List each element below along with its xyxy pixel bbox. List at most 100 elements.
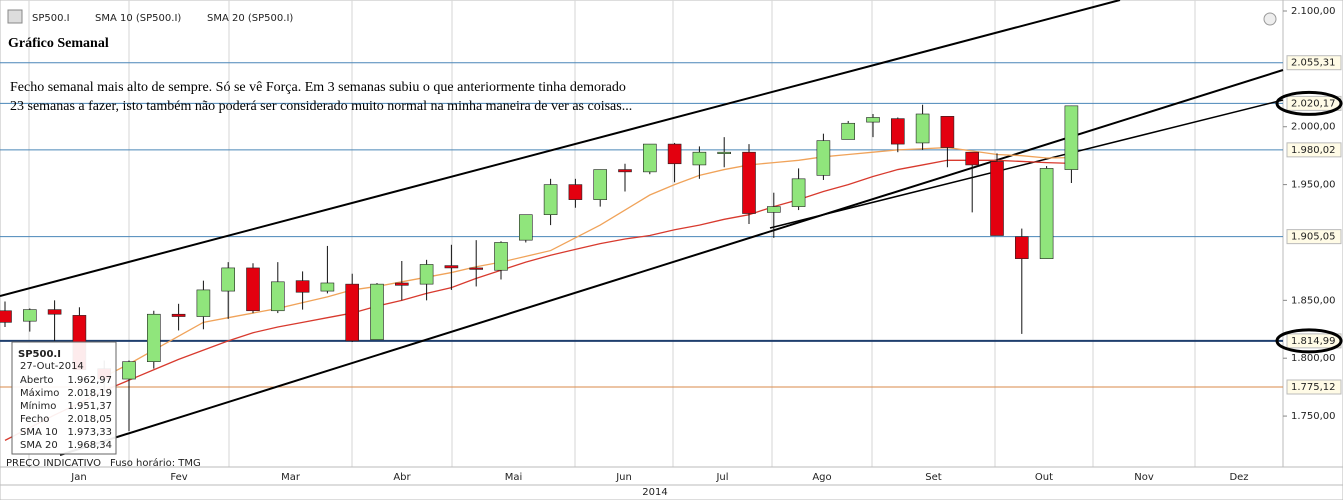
tooltip-value: 2.018,05 [67, 414, 112, 425]
y-tick-label: 1.800,00 [1291, 353, 1336, 364]
candle-body [270, 281, 285, 312]
candle-body [816, 140, 831, 176]
candle-body [742, 151, 756, 214]
x-tick-label: Mai [505, 472, 523, 483]
footer-note: PREÇO INDICATIVO [6, 458, 101, 469]
tooltip-title: SP500.I [18, 349, 61, 360]
candle-body [469, 267, 484, 270]
candle-body [320, 282, 335, 292]
candle-body [890, 118, 905, 145]
y-tick-label: 1.750,00 [1291, 411, 1336, 422]
tooltip-value: 2.018,19 [67, 388, 112, 399]
tooltip-date: 27-Out-2014 [20, 361, 84, 372]
tooltip-label: Aberto [20, 375, 54, 386]
y-tick-label: 1.850,00 [1291, 295, 1336, 306]
candle-body [940, 116, 955, 148]
level-label: 1.980,02 [1291, 145, 1336, 156]
candle-body [642, 143, 657, 173]
legend-entry[interactable]: SMA 20 (SP500.I) [207, 13, 293, 24]
candle-body [543, 184, 558, 215]
x-tick-label: Jan [70, 472, 86, 483]
candle-body [444, 265, 459, 269]
candle-body [419, 264, 434, 285]
sma-line [103, 146, 1072, 378]
clock-icon [1263, 12, 1277, 26]
candle-body [717, 151, 732, 154]
tooltip-label: Fecho [20, 414, 49, 425]
tooltip-label: SMA 20 [20, 440, 58, 451]
level-label: 2.020,17 [1291, 98, 1336, 109]
trend-line [769, 99, 1284, 229]
candle-body [221, 267, 235, 292]
x-tick-label: Nov [1134, 472, 1154, 483]
trend-line [0, 0, 1121, 297]
annotation: Fecho semanal mais alto de sempre. Só se… [10, 80, 626, 95]
x-tick-label: Ago [812, 472, 831, 483]
level-label-box [1286, 379, 1342, 395]
candle-body [196, 289, 211, 317]
x-tick-label: Jun [615, 472, 632, 483]
footer-note: Fuso horário: TMG [110, 457, 201, 469]
level-highlight [1275, 90, 1343, 116]
tooltip-label: SMA 10 [20, 427, 58, 438]
x-axis-area [0, 466, 1343, 500]
x-tick-label: Out [1035, 472, 1053, 483]
tooltip [11, 341, 117, 455]
candle-body [766, 206, 781, 213]
level-label-box [1286, 55, 1342, 71]
candle-body [866, 117, 880, 123]
legend-entry[interactable]: SMA 10 (SP500.I) [95, 13, 181, 24]
candle-body [518, 214, 533, 241]
x-tick-label: Jul [715, 472, 728, 483]
trend-line [59, 69, 1284, 456]
candle-body [0, 310, 12, 323]
year-label: 2014 [642, 487, 667, 498]
annotation: 23 semanas a fazer, isto também não pode… [10, 99, 632, 114]
candle-body [122, 361, 136, 380]
level-label: 1.775,12 [1291, 382, 1336, 393]
tooltip-value: 1.968,34 [67, 440, 112, 451]
plot-area [0, 0, 1284, 468]
tooltip-value: 1.951,37 [67, 401, 112, 412]
candle-body [394, 282, 409, 286]
candle-body [791, 178, 806, 207]
candle-body [568, 184, 583, 200]
level-label-box [1286, 229, 1342, 245]
candle-body [370, 283, 384, 340]
candle-body [345, 283, 360, 342]
x-tick-label: Abr [393, 472, 411, 483]
y-tick-label: 2.100,00 [1291, 6, 1336, 17]
level-label: 1.814,99 [1291, 336, 1336, 347]
chart-title: Gráfico Semanal [8, 36, 109, 51]
candle-body [1064, 105, 1079, 170]
tooltip-label: Mínimo [20, 400, 56, 412]
x-tick-label: Set [925, 472, 942, 483]
candle-body [1014, 236, 1029, 259]
candle-body [692, 151, 707, 166]
x-tick-label: Dez [1229, 472, 1248, 483]
level-highlight [1275, 328, 1343, 354]
candle-body [667, 143, 682, 165]
x-tick-label: Fev [170, 472, 187, 483]
x-tick-label: Mar [281, 472, 301, 483]
candle-body [171, 313, 186, 317]
candle-body [147, 313, 161, 362]
level-label: 2.055,31 [1291, 58, 1336, 69]
candle-body [47, 309, 62, 315]
candle-body [295, 280, 310, 293]
candle-body [965, 151, 980, 166]
candle-body [494, 242, 508, 271]
candle-body [841, 122, 856, 140]
candle-body [246, 267, 260, 312]
sma-line [4, 159, 1072, 441]
candle-body [1039, 168, 1054, 259]
candle-body [915, 113, 930, 144]
candle-body [593, 169, 608, 200]
candle-body [990, 161, 1004, 236]
level-label: 1.905,05 [1291, 232, 1336, 243]
candle-body [618, 169, 632, 173]
legend-entry[interactable]: SP500.I [32, 13, 70, 24]
instrument-icon [7, 9, 23, 24]
y-tick-label: 1.950,00 [1291, 180, 1336, 191]
